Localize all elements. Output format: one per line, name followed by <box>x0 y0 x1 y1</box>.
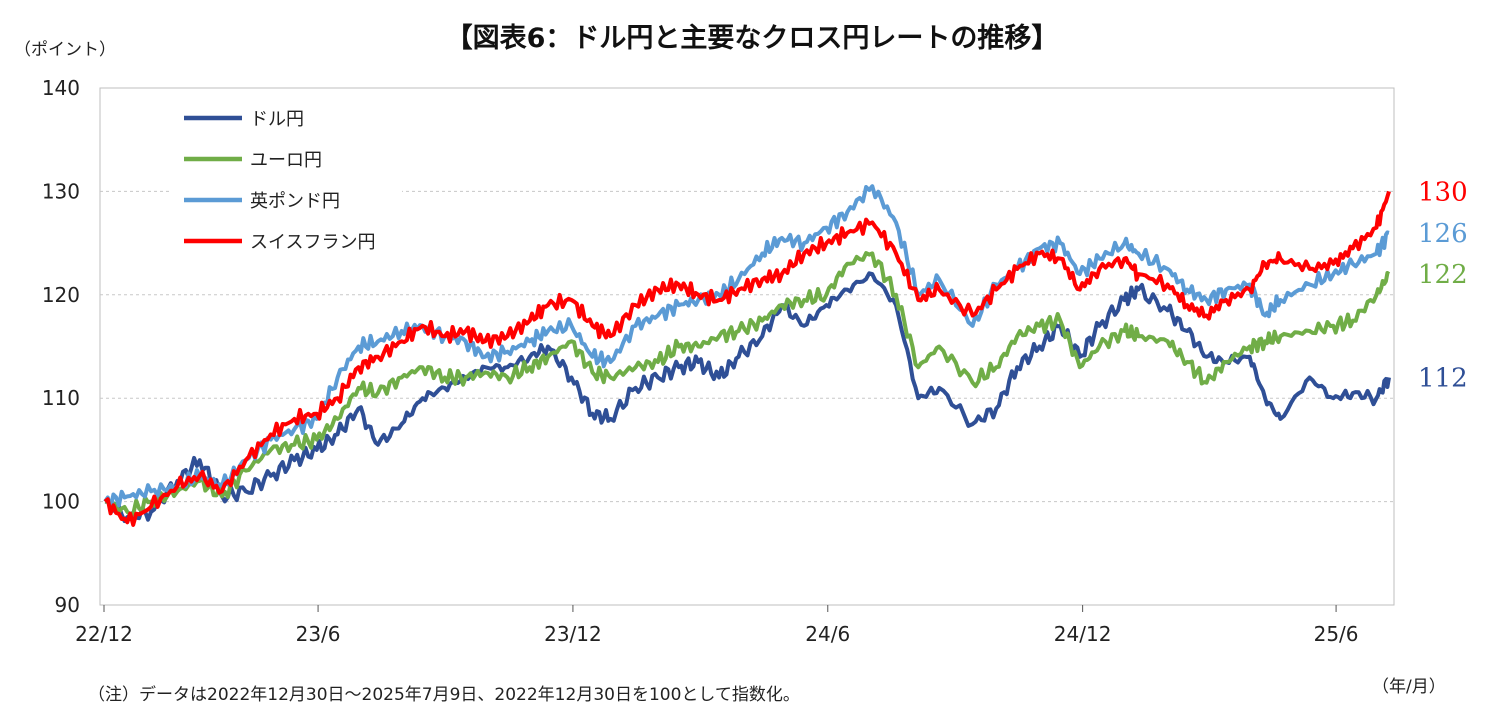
x-tick-label: 22/12 <box>75 622 133 646</box>
y-tick-label: 100 <box>42 490 80 514</box>
footnote: （注）データは2022年12月30日～2025年7月9日、2022年12月30日… <box>88 684 800 705</box>
end-labels: 112 122 126 130 <box>1418 177 1468 393</box>
series-lines <box>103 184 1391 527</box>
legend-label: ユーロ円 <box>250 150 322 171</box>
y-tick-label: 130 <box>42 179 80 203</box>
y-tick-label: 90 <box>55 593 80 617</box>
x-axis-ticks: 22/12 23/6 23/12 24/6 24/12 25/6 <box>75 605 1359 646</box>
y-tick-label: 110 <box>42 386 80 410</box>
end-value-label: 122 <box>1418 260 1468 290</box>
x-tick-label: 23/6 <box>296 622 341 646</box>
x-tick-label: 24/12 <box>1054 622 1112 646</box>
series-line-1 <box>104 271 1391 523</box>
y-axis-unit: （ポイント） <box>14 40 116 60</box>
chart-title: 【図表6：ドル円と主要なクロス円レートの推移】 <box>446 23 1059 54</box>
end-value-label: 130 <box>1418 177 1468 207</box>
y-tick-label: 120 <box>42 283 80 307</box>
series-line-2 <box>104 251 1391 517</box>
x-axis-unit: （年/月） <box>1372 677 1446 697</box>
legend-label: ドル円 <box>250 109 304 130</box>
y-tick-label: 140 <box>42 76 80 100</box>
x-tick-label: 25/6 <box>1314 622 1359 646</box>
end-value-label: 126 <box>1418 219 1468 249</box>
x-tick-label: 24/6 <box>805 622 850 646</box>
legend-label: スイスフラン円 <box>250 232 375 253</box>
legend-label: 英ポンド円 <box>250 191 340 212</box>
series-line-3 <box>103 184 1390 510</box>
x-tick-label: 23/12 <box>544 622 602 646</box>
legend-background <box>172 95 402 260</box>
series-line-4 <box>103 190 1391 527</box>
end-value-label: 112 <box>1418 364 1468 394</box>
y-axis-ticks: 90 100 110 120 130 140 <box>42 76 80 617</box>
